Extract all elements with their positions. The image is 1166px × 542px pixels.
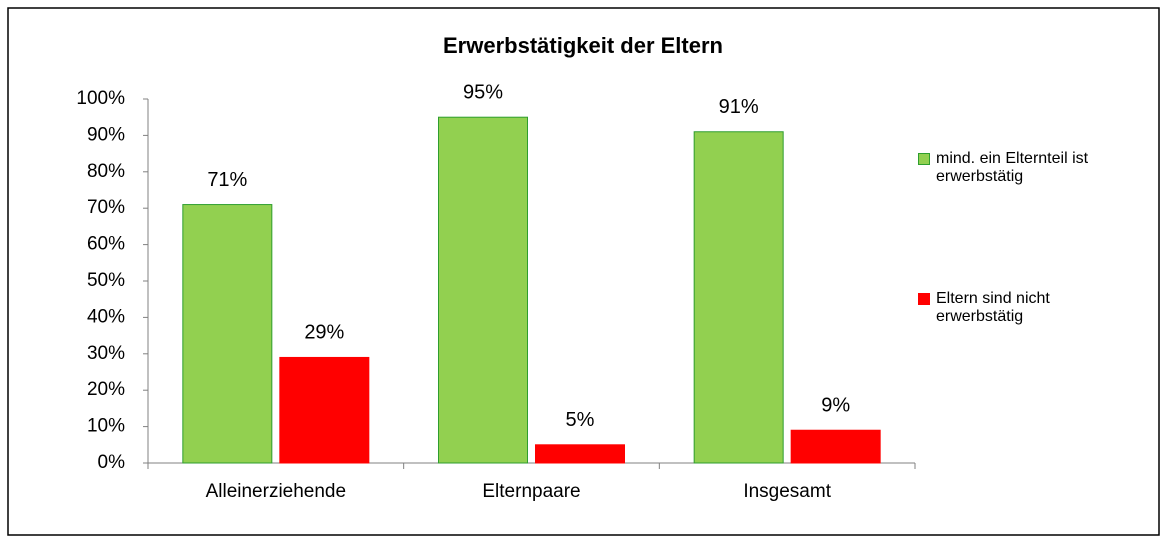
data-label: 29% xyxy=(304,322,344,344)
data-label: 9% xyxy=(821,395,850,417)
y-tick-label: 100% xyxy=(76,88,125,109)
bar xyxy=(790,429,881,464)
bar xyxy=(693,131,784,464)
y-tick-label: 90% xyxy=(87,124,125,145)
x-tick-label: Insgesamt xyxy=(743,481,831,502)
y-tick-label: 60% xyxy=(87,234,125,255)
y-tick-label: 10% xyxy=(87,416,125,437)
data-label: 91% xyxy=(719,96,759,118)
bar xyxy=(535,444,625,464)
legend-item: mind. ein Elternteil ist erwerbstätig xyxy=(918,150,1108,186)
x-tick-label: Alleinerziehende xyxy=(206,481,347,502)
bar xyxy=(438,116,528,464)
bar xyxy=(279,356,370,464)
y-tick-label: 50% xyxy=(87,270,125,291)
legend-item: Eltern sind nicht erwerbstätig xyxy=(918,290,1108,326)
chart-title: Erwerbstätigkeit der Eltern xyxy=(443,33,723,58)
x-tick-label: Elternpaare xyxy=(482,481,580,502)
data-label: 95% xyxy=(463,81,503,103)
y-tick-label: 30% xyxy=(87,343,125,364)
legend-label: mind. ein Elternteil ist erwerbstätig xyxy=(936,150,1089,185)
data-label: 71% xyxy=(207,169,247,191)
legend-swatch xyxy=(918,293,930,305)
y-tick-label: 0% xyxy=(98,452,126,473)
y-tick-label: 80% xyxy=(87,161,125,182)
bar xyxy=(182,204,273,464)
legend-swatch xyxy=(918,153,930,165)
data-label: 5% xyxy=(566,409,595,431)
y-tick-label: 20% xyxy=(87,379,125,400)
y-tick-label: 40% xyxy=(87,306,125,327)
legend-label: Eltern sind nicht erwerbstätig xyxy=(936,290,1050,325)
y-tick-label: 70% xyxy=(87,197,125,218)
